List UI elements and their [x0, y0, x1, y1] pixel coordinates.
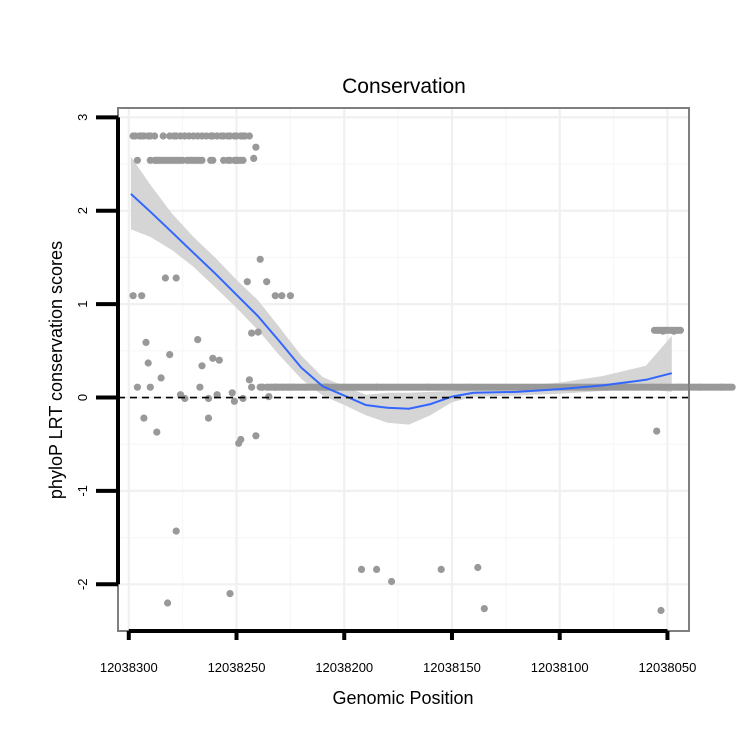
- data-point: [263, 278, 271, 286]
- x-axis-tick-label: 12038150: [423, 660, 481, 675]
- data-points-layer: [129, 132, 736, 615]
- smooth-trend-line: [130, 193, 673, 410]
- data-point: [265, 393, 273, 401]
- data-point: [166, 351, 174, 359]
- data-point: [480, 605, 488, 613]
- data-point: [151, 132, 159, 140]
- data-point: [198, 156, 206, 164]
- data-point: [228, 389, 236, 397]
- data-point: [129, 292, 137, 300]
- data-point: [239, 156, 247, 164]
- data-point: [239, 394, 247, 403]
- data-point: [657, 606, 665, 615]
- data-point: [230, 397, 238, 405]
- data-point: [159, 132, 167, 140]
- y-axis-tick-label: 2: [75, 207, 90, 214]
- data-point: [286, 292, 294, 300]
- data-point: [232, 156, 241, 164]
- data-point: [204, 394, 213, 403]
- data-point: [248, 329, 256, 337]
- data-point: [357, 565, 366, 574]
- axes-layer: 12038300 12038250 12038200 12038150 12038100…: [75, 114, 696, 675]
- data-point: [245, 376, 253, 384]
- data-point: [215, 356, 223, 364]
- x-axis-title: Genomic Position: [332, 688, 473, 708]
- x-axis-tick-label: 12038050: [639, 660, 697, 675]
- data-point: [248, 383, 256, 391]
- data-point: [252, 432, 260, 440]
- data-point: [172, 274, 180, 282]
- data-point: [676, 326, 685, 334]
- x-axis-tick-label: 12038300: [100, 660, 158, 675]
- smooth-line-layer: [130, 193, 673, 410]
- data-point: [161, 274, 169, 282]
- data-point: [237, 435, 245, 444]
- x-axis-tick-label: 12038100: [531, 660, 589, 675]
- data-point: [172, 527, 180, 535]
- data-point: [164, 599, 172, 607]
- data-point: [196, 383, 204, 391]
- data-point: [133, 156, 141, 164]
- data-point: [226, 590, 234, 598]
- confidence-ribbon-layer: [130, 156, 672, 425]
- data-point: [474, 563, 482, 572]
- chart-title: Conservation: [342, 75, 466, 98]
- data-point: [157, 374, 165, 382]
- y-axis-title: phyloP LRT conservation scores: [46, 241, 66, 499]
- x-axis-tick-label: 12038200: [315, 660, 373, 675]
- data-point: [252, 143, 260, 151]
- data-point: [213, 391, 221, 399]
- data-point: [437, 565, 445, 574]
- data-point: [278, 292, 286, 300]
- y-axis-tick-label: 0: [75, 394, 90, 401]
- data-point: [153, 156, 161, 164]
- y-axis-tick-label: -1: [75, 485, 90, 497]
- data-point: [653, 427, 661, 435]
- data-point: [209, 354, 217, 362]
- y-axis-tick-label: -2: [75, 579, 90, 591]
- data-point: [142, 338, 150, 346]
- data-point: [138, 292, 146, 300]
- data-point: [243, 278, 251, 286]
- data-point: [133, 383, 141, 391]
- data-point: [256, 255, 264, 263]
- data-point: [254, 328, 262, 336]
- y-axis-tick-label: 3: [75, 114, 90, 121]
- y-axis-tick-label: 1: [75, 300, 90, 307]
- data-point: [245, 132, 253, 140]
- data-point: [271, 292, 279, 300]
- x-axis-tick-label: 12038250: [208, 660, 266, 675]
- data-point: [388, 577, 396, 586]
- data-point: [209, 156, 217, 164]
- data-point: [194, 336, 202, 344]
- confidence-band: [130, 156, 672, 425]
- data-point: [373, 565, 381, 574]
- data-point: [144, 359, 152, 367]
- data-point: [181, 394, 189, 403]
- data-point: [728, 383, 736, 391]
- data-point: [153, 428, 161, 436]
- data-point: [140, 414, 148, 422]
- data-point: [204, 414, 213, 422]
- data-point: [146, 383, 154, 391]
- data-point: [250, 154, 258, 162]
- data-point: [198, 362, 206, 370]
